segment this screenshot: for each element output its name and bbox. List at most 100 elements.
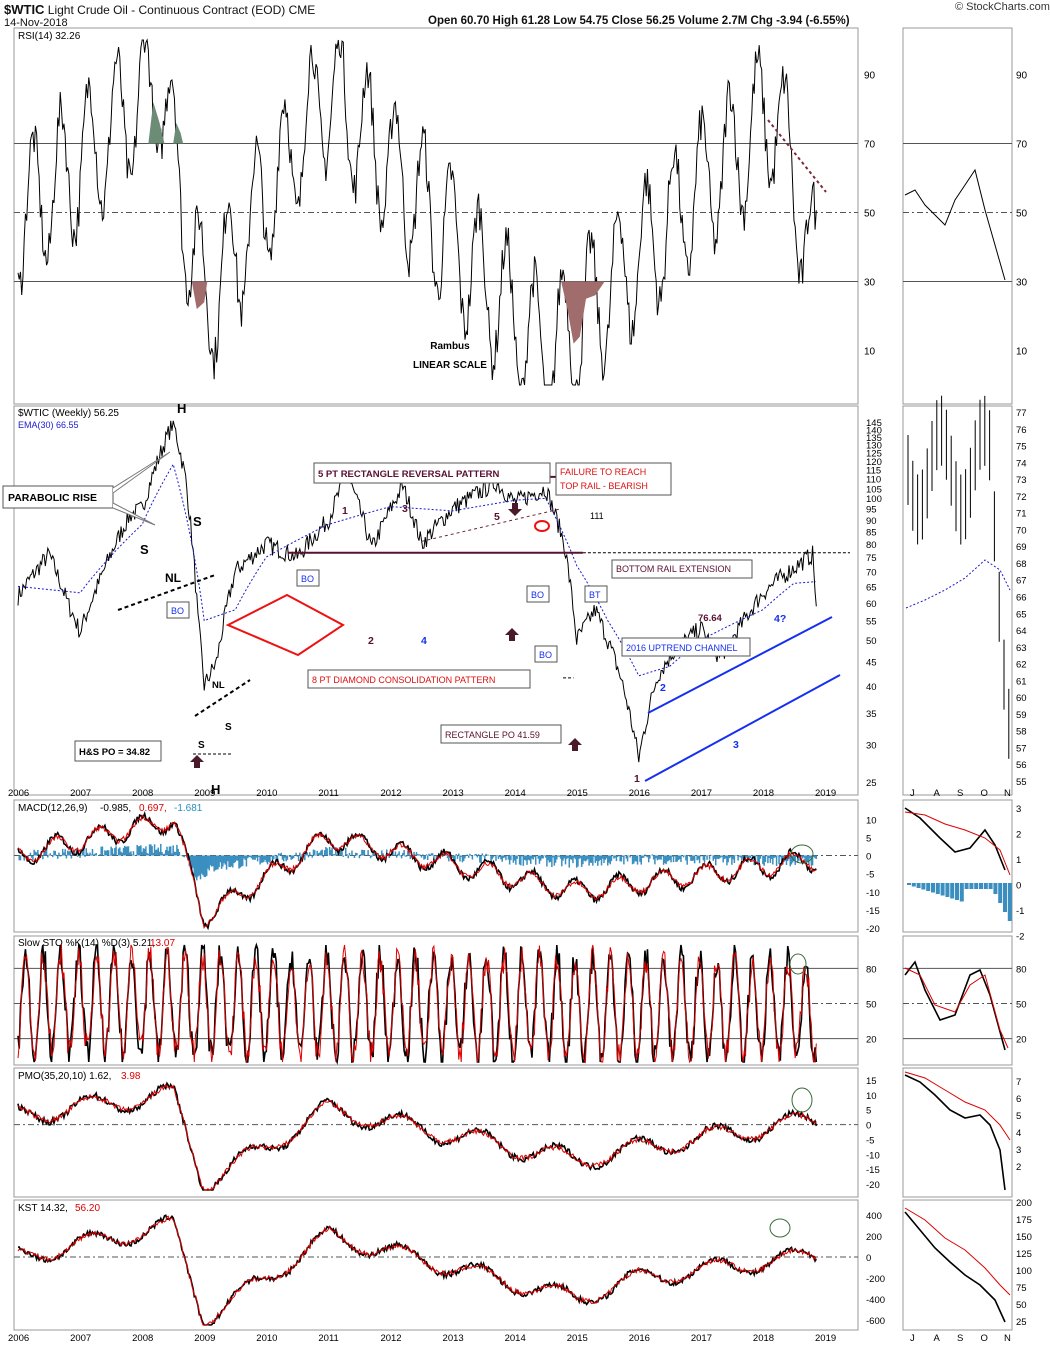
macd-inset-bar-7 bbox=[940, 883, 945, 896]
rsi-tick-30: 30 bbox=[864, 278, 876, 289]
price-inset-tick-69: 69 bbox=[1016, 542, 1027, 553]
price-inset-tick-59: 59 bbox=[1016, 710, 1027, 721]
macd-inset-bar-2 bbox=[916, 883, 921, 888]
kst-inset-tick-25: 25 bbox=[1016, 1317, 1027, 1328]
brand-logo: © StockCharts.com bbox=[955, 1, 1050, 13]
price-inset-tick-63: 63 bbox=[1016, 643, 1027, 654]
inset-frame-sto bbox=[902, 935, 1013, 1066]
inset-frame-price bbox=[902, 405, 1013, 796]
pmo-line bbox=[17, 1081, 818, 1191]
price-tick-60: 60 bbox=[866, 599, 877, 610]
ann-bo-2014b: BO bbox=[539, 650, 552, 660]
rsi-overbought-fill-2008b bbox=[173, 122, 184, 144]
ann-chan-2: 2 bbox=[660, 682, 666, 694]
ann-s-inv-left: S bbox=[198, 740, 205, 751]
macd-inset-line bbox=[904, 807, 1006, 871]
macd-inset-tick--1: -1 bbox=[1016, 906, 1024, 917]
macd-inset-tick-1: 1 bbox=[1016, 855, 1021, 866]
hs-neckline bbox=[117, 574, 216, 611]
price-inset-tick-55: 55 bbox=[1016, 777, 1027, 788]
macd-tick--5: -5 bbox=[866, 870, 874, 881]
month-tick-J: J bbox=[910, 788, 915, 799]
macd-tick--20: -20 bbox=[866, 924, 880, 935]
month-tick-bottom-A: A bbox=[934, 1333, 941, 1344]
kst-name: KST 14.32, bbox=[18, 1203, 68, 1214]
pmo-tick-5: 5 bbox=[866, 1106, 871, 1117]
ann-failure-1: FAILURE TO REACH bbox=[560, 467, 646, 477]
sto-circle bbox=[789, 953, 807, 975]
sto-inset-d bbox=[904, 967, 1009, 1049]
price-tick-70: 70 bbox=[866, 567, 877, 578]
arrow-down-2014 bbox=[508, 503, 522, 516]
callout-failure bbox=[555, 462, 672, 496]
ann-rect-3: 3 bbox=[402, 503, 408, 515]
pmo-inset-tick-6: 6 bbox=[1016, 1094, 1021, 1105]
pmo-inset-signal bbox=[904, 1071, 1011, 1141]
macd-inset-bar-9 bbox=[950, 883, 955, 899]
panel-frame-macd bbox=[13, 799, 859, 933]
channel-lower bbox=[644, 674, 841, 782]
ann-diamond: 8 PT DIAMOND CONSOLIDATION PATTERN bbox=[312, 675, 495, 685]
price-inset-tick-58: 58 bbox=[1016, 727, 1027, 738]
ann-bottom-rail: BOTTOM RAIL EXTENSION bbox=[616, 564, 731, 574]
macd-inset-bar-5 bbox=[931, 883, 935, 893]
ohlc-readout: Open 60.70 High 61.28 Low 54.75 Close 56… bbox=[428, 15, 850, 27]
nl-retest-line bbox=[194, 679, 251, 717]
pmo-inset-tick-2: 2 bbox=[1016, 1162, 1021, 1173]
year-tick-bottom-2016: 2016 bbox=[629, 1333, 650, 1344]
price-tick-105: 105 bbox=[866, 484, 882, 495]
macd-inset-tick--2: -2 bbox=[1016, 932, 1024, 943]
year-tick-2010: 2010 bbox=[256, 788, 277, 799]
failure-circle bbox=[534, 520, 550, 532]
pmo-inset-tick-4: 4 bbox=[1016, 1128, 1021, 1139]
month-tick-bottom-O: O bbox=[981, 1333, 988, 1344]
ann-bo-2010-box bbox=[296, 569, 320, 587]
price-inset-tick-61: 61 bbox=[1016, 676, 1027, 687]
ann-chan-3: 3 bbox=[733, 739, 739, 751]
price-inset-tick-71: 71 bbox=[1016, 509, 1027, 520]
macd-inset-bar-1 bbox=[911, 883, 916, 887]
ann-nl: NL bbox=[165, 571, 181, 585]
callout-parabolic-pointer-up bbox=[112, 451, 171, 494]
rect-internal-trendline bbox=[421, 508, 562, 542]
kst-tick-200: 200 bbox=[866, 1232, 882, 1243]
rsi-inset-tick-30: 30 bbox=[1016, 278, 1028, 289]
kst-tick--200: -200 bbox=[866, 1274, 885, 1285]
ann-chan-4q: 4? bbox=[774, 613, 786, 625]
rsi-oversold-fill-2015 bbox=[561, 281, 605, 344]
sto-inset-tick-80: 80 bbox=[1016, 964, 1027, 975]
month-tick-A: A bbox=[934, 788, 941, 799]
panel-frame-price bbox=[13, 405, 859, 796]
year-tick-2019: 2019 bbox=[815, 788, 836, 799]
year-tick-2013: 2013 bbox=[443, 788, 464, 799]
diamond-pattern bbox=[225, 593, 345, 657]
price-inset-tick-72: 72 bbox=[1016, 492, 1027, 503]
year-tick-bottom-2015: 2015 bbox=[567, 1333, 588, 1344]
kst-line bbox=[17, 1214, 817, 1326]
month-tick-S: S bbox=[957, 788, 963, 799]
macd-inset-bar-16 bbox=[983, 883, 988, 889]
price-inset-tick-56: 56 bbox=[1016, 760, 1027, 771]
month-tick-N: N bbox=[1004, 788, 1011, 799]
ann-failure-2: TOP RAIL - BEARISH bbox=[560, 481, 648, 491]
macd-value-1: -0.985, bbox=[100, 803, 131, 814]
price-tick-115: 115 bbox=[866, 466, 881, 477]
year-tick-bottom-2007: 2007 bbox=[70, 1333, 91, 1344]
inset-frame-rsi bbox=[902, 27, 1013, 405]
price-tick-40: 40 bbox=[866, 682, 877, 693]
ann-h-top: H bbox=[177, 401, 186, 416]
price-tick-100: 100 bbox=[866, 494, 882, 505]
callout-parabolic bbox=[2, 485, 114, 509]
macd-inset-bar-15 bbox=[979, 883, 983, 889]
pmo-tick--20: -20 bbox=[866, 1180, 880, 1191]
sto-tick-50: 50 bbox=[866, 1000, 877, 1011]
price-tick-75: 75 bbox=[866, 553, 877, 564]
macd-inset-bar-21 bbox=[1007, 883, 1012, 921]
rsi-downtrend-line bbox=[767, 119, 827, 193]
ann-bo-2008: BO bbox=[171, 606, 184, 616]
year-tick-2017: 2017 bbox=[691, 788, 712, 799]
macd-value-2: 0.697, bbox=[139, 803, 167, 814]
year-tick-2008: 2008 bbox=[132, 788, 153, 799]
sto-value-2: 13.07 bbox=[150, 938, 175, 949]
macd-inset-signal bbox=[904, 811, 1011, 876]
